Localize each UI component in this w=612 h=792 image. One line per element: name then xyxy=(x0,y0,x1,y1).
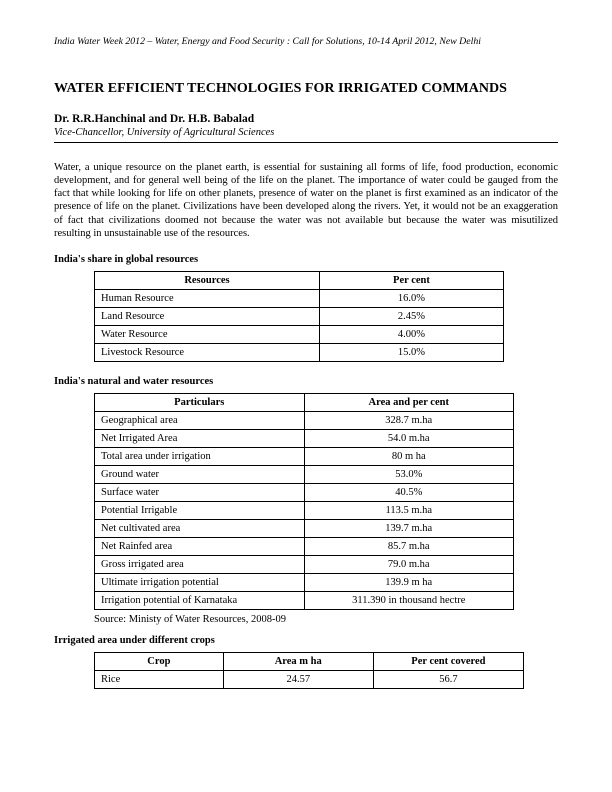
cell: Geographical area xyxy=(95,411,305,429)
col-crop: Crop xyxy=(95,652,224,670)
cell: 54.0 m.ha xyxy=(304,429,514,447)
table-source: Source: Ministy of Water Resources, 2008… xyxy=(94,614,558,625)
table-row: Irrigation potential of Karnataka311.390… xyxy=(95,591,514,609)
table-row: Ultimate irrigation potential139.9 m ha xyxy=(95,573,514,591)
cell: Net Rainfed area xyxy=(95,537,305,555)
cell: Livestock Resource xyxy=(95,343,320,361)
table-header-row: Resources Per cent xyxy=(95,271,504,289)
section-heading-3: Irrigated area under different crops xyxy=(54,635,558,646)
table-row: Gross irrigated area79.0 m.ha xyxy=(95,555,514,573)
cell: Ground water xyxy=(95,465,305,483)
affiliation: Vice-Chancellor, University of Agricultu… xyxy=(54,127,558,138)
cell: Rice xyxy=(95,670,224,688)
table-row: Human Resource16.0% xyxy=(95,289,504,307)
table-irrigated-crops: Crop Area m ha Per cent covered Rice 24.… xyxy=(94,652,524,689)
table-row: Net Irrigated Area54.0 m.ha xyxy=(95,429,514,447)
table-row: Geographical area328.7 m.ha xyxy=(95,411,514,429)
intro-paragraph: Water, a unique resource on the planet e… xyxy=(54,161,558,240)
cell: 15.0% xyxy=(319,343,503,361)
page-title: WATER EFFICIENT TECHNOLOGIES FOR IRRIGAT… xyxy=(54,81,558,97)
cell: Surface water xyxy=(95,483,305,501)
table-header-row: Particulars Area and per cent xyxy=(95,393,514,411)
cell: 53.0% xyxy=(304,465,514,483)
section-heading-2: India's natural and water resources xyxy=(54,376,558,387)
col-particulars: Particulars xyxy=(95,393,305,411)
cell: 139.7 m.ha xyxy=(304,519,514,537)
table-row: Surface water40.5% xyxy=(95,483,514,501)
col-area: Area m ha xyxy=(223,652,373,670)
table-row: Net Rainfed area85.7 m.ha xyxy=(95,537,514,555)
cell: 40.5% xyxy=(304,483,514,501)
cell: 24.57 xyxy=(223,670,373,688)
cell: 4.00% xyxy=(319,325,503,343)
col-area: Area and per cent xyxy=(304,393,514,411)
cell: 56.7 xyxy=(373,670,523,688)
table-row: Ground water53.0% xyxy=(95,465,514,483)
col-percent: Per cent xyxy=(319,271,503,289)
table-row: Livestock Resource15.0% xyxy=(95,343,504,361)
cell: 79.0 m.ha xyxy=(304,555,514,573)
cell: Total area under irrigation xyxy=(95,447,305,465)
running-header: India Water Week 2012 – Water, Energy an… xyxy=(54,36,558,47)
table-row: Net cultivated area139.7 m.ha xyxy=(95,519,514,537)
cell: Irrigation potential of Karnataka xyxy=(95,591,305,609)
section-heading-1: India's share in global resources xyxy=(54,254,558,265)
table-global-share: Resources Per cent Human Resource16.0% L… xyxy=(94,271,504,362)
cell: 139.9 m ha xyxy=(304,573,514,591)
table-row: Water Resource4.00% xyxy=(95,325,504,343)
cell: 85.7 m.ha xyxy=(304,537,514,555)
cell: 80 m ha xyxy=(304,447,514,465)
col-resources: Resources xyxy=(95,271,320,289)
cell: Potential Irrigable xyxy=(95,501,305,519)
table-row: Potential Irrigable113.5 m.ha xyxy=(95,501,514,519)
cell: 113.5 m.ha xyxy=(304,501,514,519)
cell: Net Irrigated Area xyxy=(95,429,305,447)
cell: Net cultivated area xyxy=(95,519,305,537)
cell: 328.7 m.ha xyxy=(304,411,514,429)
cell: Land Resource xyxy=(95,307,320,325)
cell: Gross irrigated area xyxy=(95,555,305,573)
table-row: Land Resource2.45% xyxy=(95,307,504,325)
table-header-row: Crop Area m ha Per cent covered xyxy=(95,652,524,670)
authors: Dr. R.R.Hanchinal and Dr. H.B. Babalad xyxy=(54,113,558,125)
cell: 2.45% xyxy=(319,307,503,325)
cell: Ultimate irrigation potential xyxy=(95,573,305,591)
table-natural-water: Particulars Area and per cent Geographic… xyxy=(94,393,514,610)
cell: Water Resource xyxy=(95,325,320,343)
cell: 311.390 in thousand hectre xyxy=(304,591,514,609)
table-row: Total area under irrigation80 m ha xyxy=(95,447,514,465)
cell: Human Resource xyxy=(95,289,320,307)
divider xyxy=(54,142,558,143)
col-percent: Per cent covered xyxy=(373,652,523,670)
table-row: Rice 24.57 56.7 xyxy=(95,670,524,688)
cell: 16.0% xyxy=(319,289,503,307)
